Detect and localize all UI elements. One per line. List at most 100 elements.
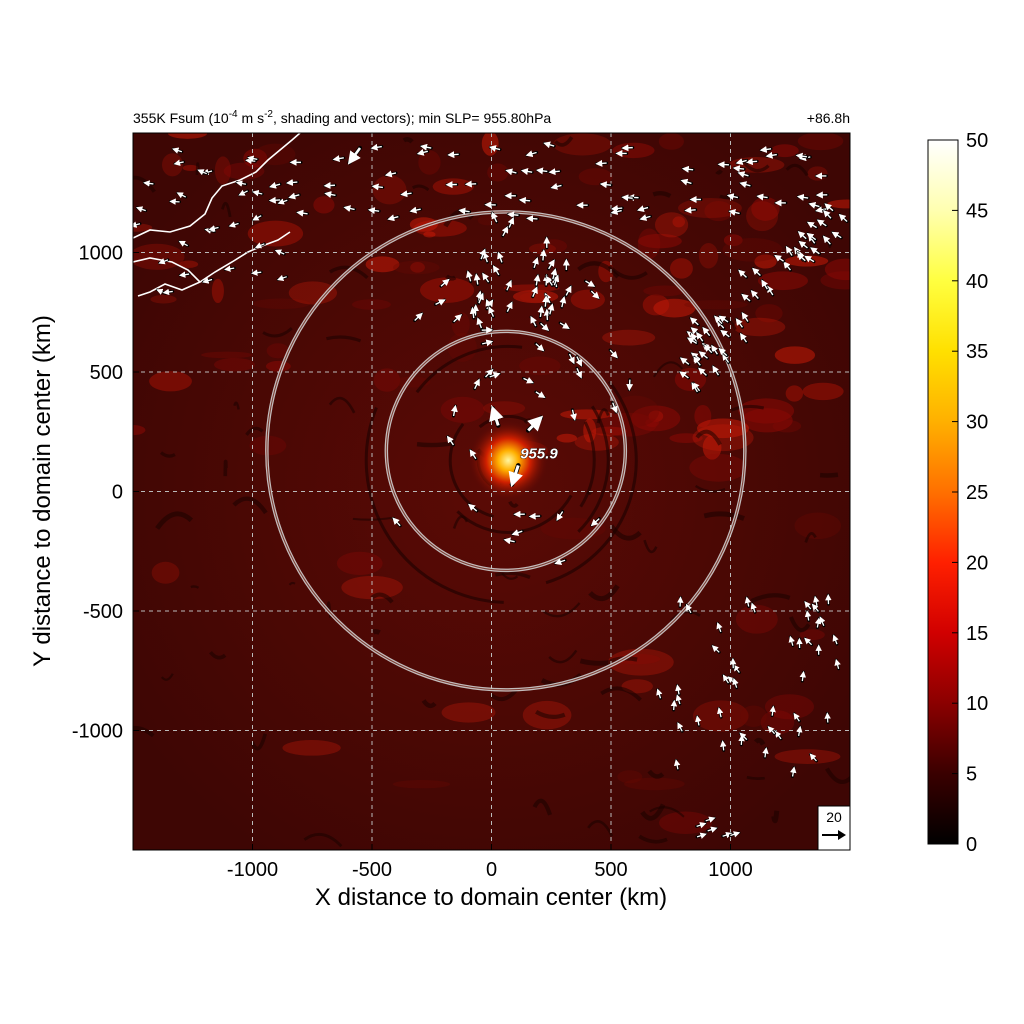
wind-vector [718,347,728,357]
wind-vector [501,225,509,237]
dark-swirl [288,581,296,586]
wind-vector [476,317,484,329]
shading-patch [570,289,605,310]
shading-patch [824,258,850,281]
dark-swirl [588,584,620,602]
shading-patch [669,433,703,444]
wind-vector [527,415,544,432]
wind-vector [526,215,538,223]
storm-swirl [577,405,610,533]
shading-patch [746,201,779,232]
wind-vector [158,258,169,265]
dark-swirl [209,651,227,660]
dark-swirl [554,136,574,147]
shading-patch [602,329,656,346]
wind-vector [804,600,812,610]
wind-vector [228,221,239,228]
wind-vector [599,181,612,189]
shading-patch [420,277,475,303]
wind-vector [756,193,768,201]
wind-vector [347,147,362,165]
range-circles [265,210,747,692]
wind-vector [675,684,682,695]
wind-vector [224,265,235,272]
wind-vector [533,274,541,286]
x-tick-label: 0 [486,859,497,881]
wind-vector [744,596,752,607]
wind-vector [609,349,618,359]
shading-patch [440,396,485,423]
dark-swirl [155,511,194,530]
x-axis-ticks: -1000 -500 0 500 1000 [227,844,753,881]
dark-swirl [541,602,581,618]
wind-vector [705,816,716,823]
wind-vector [542,295,550,307]
storm-swirl [364,407,504,604]
dark-swirl [750,593,791,603]
shading-patch [827,199,850,209]
wind-vector [739,732,748,741]
wind-vector [838,213,848,223]
shading-patch [637,233,682,249]
wind-vector [728,209,740,216]
shading-patch [733,317,786,337]
shading-patch [797,133,844,151]
shading-patch [643,285,686,297]
wind-vector [762,747,769,758]
dark-swirl [746,775,765,781]
shading-patch [410,262,425,273]
wind-vector [440,278,450,287]
shading-patch [423,231,436,238]
colorbar-tick-label: 20 [966,552,988,574]
wind-vector [737,171,749,178]
wind-vector [409,206,421,214]
shading-patch [372,175,407,205]
wind-vector [750,289,759,299]
shading-patch [669,258,693,279]
wind-vector [684,206,696,214]
wind-vector [367,207,380,215]
shading-patch [529,243,556,255]
wind-vector [400,190,412,198]
shading-patch [608,648,674,676]
wind-vector [788,635,795,646]
shading-patch [266,343,290,359]
dark-swirl [489,688,518,702]
wind-vector [590,518,600,527]
wind-vector [543,308,551,321]
wind-vector [702,326,711,337]
shading-patch [211,278,224,303]
wind-vector [823,209,832,219]
wind-vector [741,311,749,322]
dark-swirl [245,426,264,436]
wind-vector [691,382,699,393]
wind-vector [738,734,745,745]
shading-patch [774,346,816,364]
colorbar-tick-label: 15 [966,623,988,645]
dark-swirl [804,532,817,543]
wind-vector [458,207,470,215]
shading-patch [698,243,719,269]
wind-vector [477,292,484,304]
wind-vector [636,205,649,213]
shading-patch [578,168,613,186]
reference-vector-arrowhead [838,830,846,840]
wind-vector [547,303,555,315]
shading-patch [487,163,509,182]
dark-swirl [508,500,519,508]
wind-vector [506,301,513,312]
dark-swirls [133,136,850,848]
dark-swirl [402,137,414,144]
wind-vector [765,151,777,159]
dark-swirl [640,803,666,821]
wind-vector [488,306,495,317]
wind-vector [675,694,682,705]
wind-vector [698,367,707,376]
wind-vector [511,529,523,536]
shading-patch [150,294,177,304]
x-tick-label: 1000 [708,859,753,881]
shading-patch [754,254,777,269]
wind-vector [575,367,582,379]
wind-vector [392,517,401,527]
x-tick-label: -1000 [227,859,278,881]
